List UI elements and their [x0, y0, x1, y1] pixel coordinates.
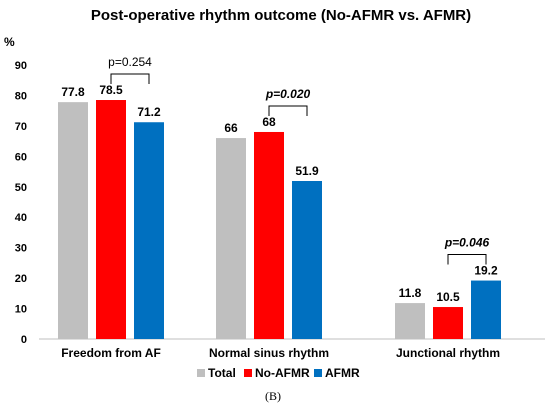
- y-tick-label: 70: [15, 121, 27, 133]
- p-value-label: p=0.254: [108, 55, 152, 69]
- data-label: 66: [224, 121, 238, 135]
- legend-item-total: Total: [197, 366, 236, 380]
- y-tick-label: 60: [15, 151, 27, 163]
- bar-total: [58, 102, 88, 340]
- y-tick-label: 0: [21, 334, 27, 346]
- legend-swatch: [197, 369, 205, 377]
- bar-afmr: [292, 180, 322, 339]
- legend-swatch: [244, 369, 252, 377]
- bar-no-afmr: [96, 100, 126, 339]
- data-label: 11.8: [399, 286, 422, 300]
- data-label: 19.2: [474, 264, 498, 278]
- legend-swatch: [314, 369, 322, 377]
- data-label: 77.8: [61, 85, 85, 99]
- y-tick-label: 50: [15, 182, 27, 194]
- p-value-label: p=0.020: [265, 87, 311, 101]
- bar-total: [395, 303, 425, 339]
- bar-total: [216, 138, 246, 339]
- bars: 77.8 78.5 71.2 66 68 51.9 11.8 10.5 19.2: [58, 83, 501, 340]
- p-value-label: p=0.046: [444, 236, 490, 250]
- y-tick-label: 20: [15, 273, 27, 285]
- bar-no-afmr: [433, 307, 463, 339]
- x-axis-categories: Freedom from AF Normal sinus rhythm Juncti…: [61, 346, 500, 360]
- legend-label: No-AFMR: [255, 366, 310, 380]
- bar-afmr: [134, 122, 164, 339]
- legend-label: Total: [208, 366, 236, 380]
- legend-item-no-afmr: No-AFMR: [244, 366, 310, 380]
- y-axis: 0 10 20 30 40 50 60 70 80 90: [15, 60, 27, 346]
- bar-no-afmr: [254, 131, 284, 339]
- y-tick-label: 80: [15, 90, 27, 102]
- y-tick-label: 10: [15, 304, 27, 316]
- legend: Total No-AFMR AFMR: [197, 366, 360, 380]
- significance-bracket: [447, 254, 487, 265]
- data-label: 78.5: [99, 83, 123, 97]
- y-tick-label: 30: [15, 243, 27, 255]
- significance-bracket: [110, 73, 150, 85]
- legend-label: AFMR: [325, 366, 360, 380]
- x-category-label: Junctional rhythm: [396, 346, 500, 360]
- data-label: 51.9: [295, 164, 319, 178]
- y-tick-label: 40: [15, 212, 27, 224]
- data-label: 71.2: [137, 105, 161, 119]
- figure-caption: (B): [265, 389, 281, 403]
- data-label: 10.5: [436, 290, 460, 304]
- x-category-label: Freedom from AF: [61, 346, 161, 360]
- chart-title: Post-operative rhythm outcome (No-AFMR v…: [91, 7, 471, 24]
- data-label: 68: [262, 115, 276, 129]
- significance-bracket: [268, 105, 308, 116]
- legend-item-afmr: AFMR: [314, 366, 360, 380]
- x-category-label: Normal sinus rhythm: [209, 346, 329, 360]
- y-axis-unit: %: [4, 35, 15, 49]
- y-tick-label: 90: [15, 60, 27, 72]
- bar-afmr: [471, 280, 501, 339]
- significance-brackets: p=0.254 p=0.020 p=0.046: [108, 55, 490, 265]
